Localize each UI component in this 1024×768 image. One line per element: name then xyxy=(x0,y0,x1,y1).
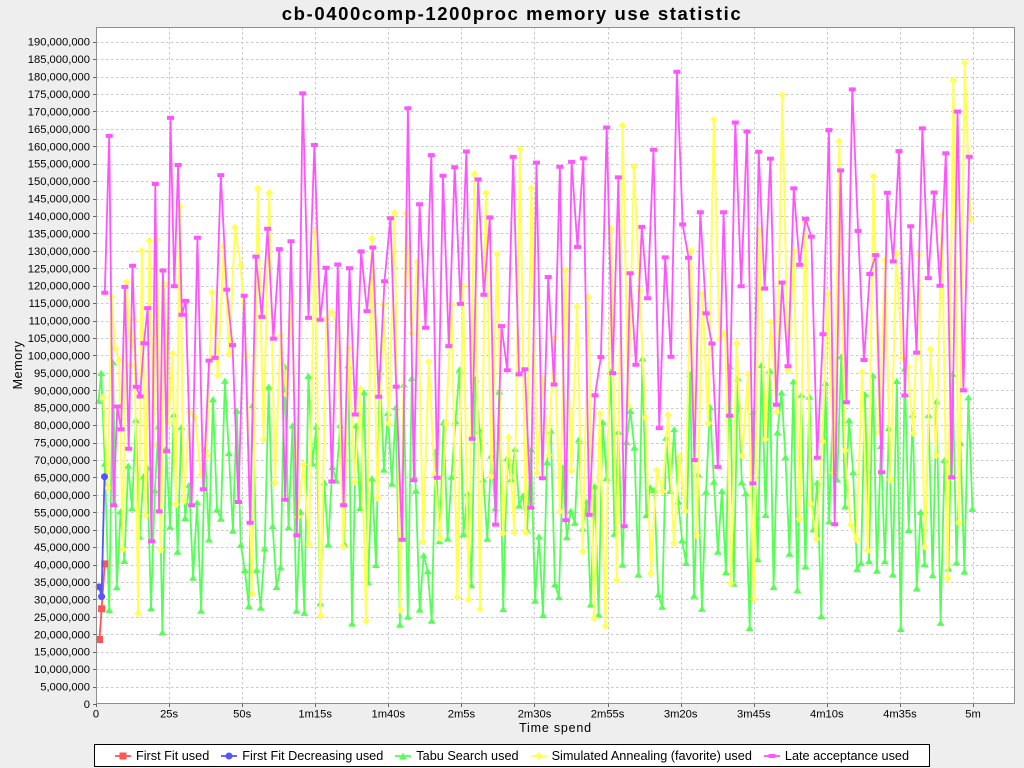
svg-text:175,000,000: 175,000,000 xyxy=(28,89,90,101)
svg-text:25s: 25s xyxy=(160,709,178,721)
svg-text:15,000,000: 15,000,000 xyxy=(34,647,90,659)
svg-text:75,000,000: 75,000,000 xyxy=(34,438,90,450)
svg-text:1m15s: 1m15s xyxy=(298,709,332,721)
svg-text:140,000,000: 140,000,000 xyxy=(28,211,90,223)
svg-text:40,000,000: 40,000,000 xyxy=(34,560,90,572)
svg-text:30,000,000: 30,000,000 xyxy=(34,594,90,606)
svg-text:90,000,000: 90,000,000 xyxy=(34,385,90,397)
svg-text:110,000,000: 110,000,000 xyxy=(29,316,90,328)
svg-text:120,000,000: 120,000,000 xyxy=(28,281,90,293)
svg-text:100,000,000: 100,000,000 xyxy=(28,350,90,362)
svg-text:145,000,000: 145,000,000 xyxy=(28,194,90,206)
svg-text:190,000,000: 190,000,000 xyxy=(28,37,90,49)
svg-text:60,000,000: 60,000,000 xyxy=(34,490,90,502)
svg-text:0: 0 xyxy=(93,709,99,721)
svg-text:20,000,000: 20,000,000 xyxy=(34,629,90,641)
svg-text:115,000,000: 115,000,000 xyxy=(29,298,90,310)
svg-text:3m45s: 3m45s xyxy=(737,709,771,721)
svg-text:65,000,000: 65,000,000 xyxy=(34,472,90,484)
svg-text:45,000,000: 45,000,000 xyxy=(34,542,90,554)
svg-text:5m: 5m xyxy=(965,709,981,721)
svg-text:135,000,000: 135,000,000 xyxy=(28,228,90,240)
svg-text:165,000,000: 165,000,000 xyxy=(28,124,90,136)
svg-text:25,000,000: 25,000,000 xyxy=(34,612,90,624)
svg-text:50s: 50s xyxy=(233,709,251,721)
svg-text:5,000,000: 5,000,000 xyxy=(40,682,90,694)
svg-text:0: 0 xyxy=(84,699,90,711)
svg-text:130,000,000: 130,000,000 xyxy=(28,246,90,258)
svg-text:50,000,000: 50,000,000 xyxy=(34,525,90,537)
svg-text:85,000,000: 85,000,000 xyxy=(34,403,90,415)
svg-text:2m55s: 2m55s xyxy=(591,709,625,721)
svg-text:2m30s: 2m30s xyxy=(518,709,552,721)
svg-text:1m40s: 1m40s xyxy=(372,709,406,721)
svg-text:170,000,000: 170,000,000 xyxy=(28,107,90,119)
svg-text:180,000,000: 180,000,000 xyxy=(28,72,90,84)
svg-text:70,000,000: 70,000,000 xyxy=(34,455,90,467)
svg-text:105,000,000: 105,000,000 xyxy=(28,333,90,345)
svg-text:10,000,000: 10,000,000 xyxy=(34,664,90,676)
svg-text:155,000,000: 155,000,000 xyxy=(28,159,90,171)
svg-text:2m5s: 2m5s xyxy=(448,709,476,721)
svg-text:35,000,000: 35,000,000 xyxy=(34,577,90,589)
svg-text:160,000,000: 160,000,000 xyxy=(28,141,90,153)
svg-text:55,000,000: 55,000,000 xyxy=(34,507,90,519)
svg-text:150,000,000: 150,000,000 xyxy=(28,176,90,188)
svg-text:125,000,000: 125,000,000 xyxy=(28,263,90,275)
svg-text:4m10s: 4m10s xyxy=(810,709,844,721)
svg-text:3m20s: 3m20s xyxy=(664,709,698,721)
svg-text:4m35s: 4m35s xyxy=(883,709,917,721)
svg-text:80,000,000: 80,000,000 xyxy=(34,420,90,432)
svg-text:185,000,000: 185,000,000 xyxy=(28,54,90,66)
svg-text:95,000,000: 95,000,000 xyxy=(34,368,90,380)
